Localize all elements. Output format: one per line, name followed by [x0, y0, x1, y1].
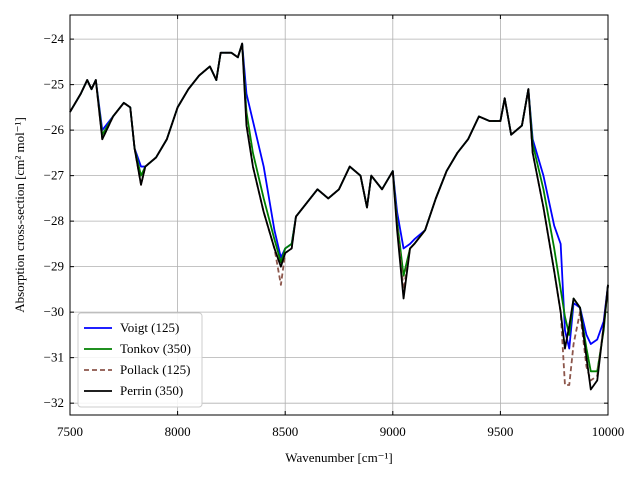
- y-tick-label: −27: [44, 168, 65, 183]
- y-tick-label: −28: [44, 213, 64, 228]
- y-tick-label: −24: [44, 31, 65, 46]
- x-tick-label: 7500: [57, 424, 83, 439]
- legend-label: Pollack (125): [120, 362, 190, 377]
- legend-label: Voigt (125): [120, 320, 179, 335]
- x-tick-label: 9500: [487, 424, 513, 439]
- series-line: [69, 42, 609, 350]
- x-tick-label: 8500: [272, 424, 298, 439]
- y-tick-label: −29: [44, 259, 64, 274]
- plot-frame: [69, 14, 609, 416]
- y-tick-label: −25: [44, 77, 64, 92]
- y-tick-label: −32: [44, 395, 64, 410]
- y-axis-label: Absorption cross-section [cm² mol⁻¹]: [12, 117, 27, 313]
- legend-label: Perrin (350): [120, 383, 183, 398]
- x-tick-label: 8000: [165, 424, 191, 439]
- legend-box: [77, 312, 203, 408]
- x-tick-label: 9000: [380, 424, 406, 439]
- y-tick-label: −26: [44, 122, 65, 137]
- series-line: [69, 42, 609, 391]
- legend-label: Tonkov (350): [120, 341, 191, 356]
- y-tick-label: −31: [44, 350, 64, 365]
- x-axis-label: Wavenumber [cm⁻¹]: [285, 450, 393, 465]
- y-tick-label: −30: [44, 304, 64, 319]
- x-tick-label: 10000: [592, 424, 625, 439]
